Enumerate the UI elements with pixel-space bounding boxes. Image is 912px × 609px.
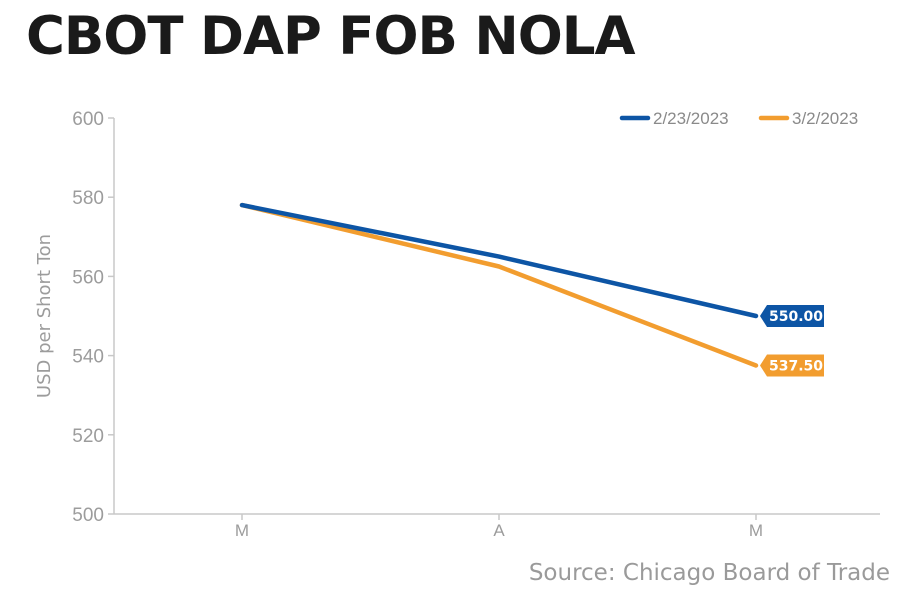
x-tick-label: M bbox=[235, 521, 249, 540]
legend-label: 3/2/2023 bbox=[792, 109, 858, 128]
series-line-1 bbox=[239, 202, 759, 319]
y-axis-ticks: 600 580 560 540 520 500 bbox=[72, 109, 114, 526]
legend-label: 2/23/2023 bbox=[653, 109, 729, 128]
legend-item-2: 3/2/2023 bbox=[758, 109, 858, 128]
end-label-text: 550.00 bbox=[769, 309, 823, 325]
chart-legend: 2/23/2023 3/2/2023 bbox=[619, 109, 858, 128]
y-tick-label: 500 bbox=[72, 505, 104, 526]
x-tick-label: A bbox=[493, 521, 505, 540]
chart-series: 550.00 537.50 bbox=[239, 202, 824, 377]
end-label-box bbox=[760, 354, 824, 377]
series-line-2 bbox=[239, 202, 759, 368]
x-tick-label: M bbox=[749, 521, 763, 540]
y-axis-label: USD per Short Ton bbox=[34, 234, 55, 398]
y-tick-label: 520 bbox=[72, 426, 104, 447]
end-value-label-1: 550.00 bbox=[760, 305, 824, 327]
y-tick-label: 580 bbox=[72, 188, 104, 209]
y-tick-label: 560 bbox=[72, 267, 104, 288]
end-value-label-2: 537.50 bbox=[760, 354, 824, 377]
legend-item-1: 2/23/2023 bbox=[619, 109, 729, 128]
end-label-box bbox=[760, 305, 824, 327]
chart-title: CBOT DAP FOB NOLA bbox=[26, 6, 636, 67]
y-tick-label: 540 bbox=[72, 347, 104, 368]
y-tick-label: 600 bbox=[72, 109, 104, 130]
end-label-text: 537.50 bbox=[769, 359, 823, 375]
source-note: Source: Chicago Board of Trade bbox=[528, 560, 890, 586]
